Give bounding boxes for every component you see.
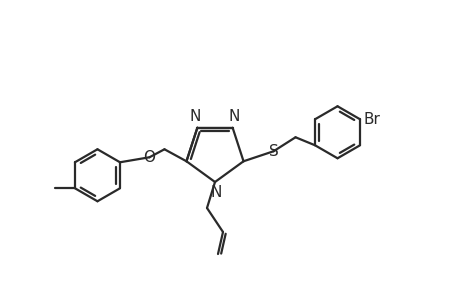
Text: N: N — [229, 109, 240, 124]
Text: O: O — [143, 150, 155, 165]
Text: Br: Br — [362, 112, 379, 127]
Text: N: N — [210, 185, 221, 200]
Text: S: S — [268, 144, 278, 159]
Text: N: N — [189, 109, 201, 124]
